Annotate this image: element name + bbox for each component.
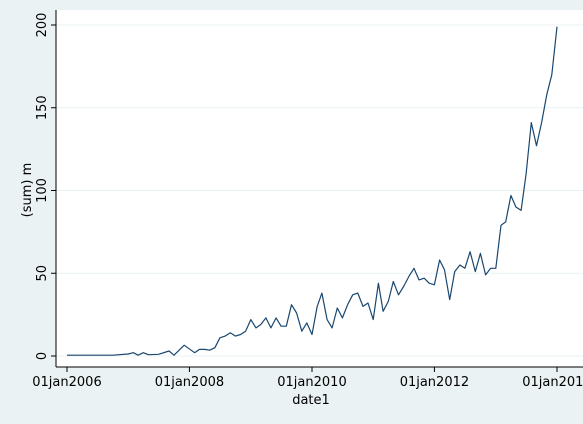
gridlines bbox=[56, 24, 583, 357]
y-tick-label: 150 bbox=[35, 95, 50, 120]
y-tick-label: 200 bbox=[35, 13, 50, 38]
x-tick-label: 01jan2012 bbox=[400, 375, 469, 390]
y-tick-label: 50 bbox=[35, 265, 50, 282]
axes bbox=[51, 10, 583, 372]
y-tick-label: 100 bbox=[35, 178, 50, 203]
x-tick-label: 01jan2006 bbox=[32, 375, 101, 390]
x-axis-title: date1 bbox=[292, 393, 330, 408]
x-tick-label: 01jan2010 bbox=[277, 375, 346, 390]
series-line bbox=[67, 26, 558, 356]
series-layer bbox=[67, 26, 558, 356]
x-tick-label: 01jan2014 bbox=[522, 375, 583, 390]
y-axis-title: (sum) m bbox=[20, 163, 35, 218]
x-tick-label: 01jan2008 bbox=[155, 375, 224, 390]
plot-region bbox=[56, 10, 583, 367]
y-tick-label: 0 bbox=[35, 352, 50, 360]
tick-labels: 0 50 100 150 200 01jan2006 01jan2008 01jan2010 0… bbox=[32, 13, 583, 390]
